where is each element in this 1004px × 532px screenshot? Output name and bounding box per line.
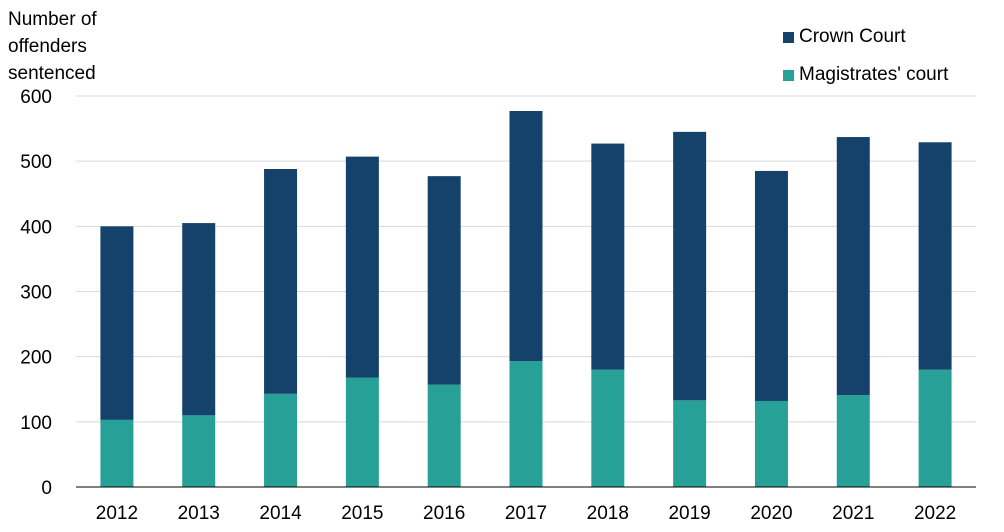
bar-crown-court-2022 xyxy=(918,142,952,370)
legend-swatch-crown-court xyxy=(783,31,794,43)
axes: 0 100 200 300 400 500 600 2012 2013 2014 2015 2016 2… xyxy=(20,87,976,524)
bar-crown-court-2019 xyxy=(673,131,707,401)
bar-crown-court-2017 xyxy=(509,110,543,362)
bar-magistrates-court-2020 xyxy=(754,400,788,487)
bars xyxy=(100,110,952,487)
x-tick-label-2017: 2017 xyxy=(505,503,547,524)
bar-crown-court-2015 xyxy=(345,156,379,378)
bar-crown-court-2020 xyxy=(754,170,788,401)
bar-magistrates-court-2015 xyxy=(345,377,379,487)
legend-label-crown-court: Crown Court xyxy=(799,26,906,47)
bar-crown-court-2012 xyxy=(100,226,134,420)
bar-crown-court-2016 xyxy=(427,176,461,385)
y-tick-label-500: 500 xyxy=(20,152,52,173)
legend-swatch-magistrates-court xyxy=(783,69,794,81)
bar-magistrates-court-2022 xyxy=(918,369,952,487)
bar-crown-court-2013 xyxy=(182,223,216,416)
x-tick-label-2016: 2016 xyxy=(423,503,465,524)
legend-item-crown-court: Crown Court xyxy=(783,18,948,56)
bar-magistrates-court-2014 xyxy=(264,393,298,487)
x-tick-label-2021: 2021 xyxy=(832,503,874,524)
y-axis-label-line-1: Number of xyxy=(8,9,97,30)
x-tick-label-2015: 2015 xyxy=(341,503,383,524)
y-tick-label-300: 300 xyxy=(20,283,52,304)
x-tick-label-2018: 2018 xyxy=(587,503,629,524)
legend-label-magistrates-court: Magistrates' court xyxy=(799,64,949,85)
bar-magistrates-court-2021 xyxy=(836,395,870,487)
x-tick-label-2019: 2019 xyxy=(668,503,710,524)
bar-magistrates-court-2016 xyxy=(427,384,461,487)
bar-crown-court-2014 xyxy=(264,168,298,394)
x-tick-label-2022: 2022 xyxy=(914,503,956,524)
y-axis-label-line-2: offenders xyxy=(8,36,87,57)
x-tick-label-2020: 2020 xyxy=(750,503,792,524)
legend: Crown Court Magistrates' court xyxy=(783,18,948,94)
bar-magistrates-court-2012 xyxy=(100,419,134,487)
y-tick-label-400: 400 xyxy=(20,217,52,238)
y-axis-label: Number of offenders sentenced xyxy=(8,6,128,87)
y-tick-label-200: 200 xyxy=(20,348,52,369)
legend-item-magistrates-court: Magistrates' court xyxy=(783,56,948,94)
bar-magistrates-court-2013 xyxy=(182,415,216,487)
y-tick-label-0: 0 xyxy=(41,478,52,499)
x-tick-label-2014: 2014 xyxy=(259,503,302,524)
y-tick-label-600: 600 xyxy=(20,87,52,108)
x-tick-label-2013: 2013 xyxy=(178,503,220,524)
bar-magistrates-court-2019 xyxy=(673,400,707,487)
y-axis-label-line-3: sentenced xyxy=(8,63,96,84)
y-tick-label-100: 100 xyxy=(20,413,52,434)
bar-crown-court-2021 xyxy=(836,137,870,396)
bar-crown-court-2018 xyxy=(591,143,625,370)
bar-magistrates-court-2017 xyxy=(509,361,543,487)
bar-magistrates-court-2018 xyxy=(591,369,625,487)
x-tick-label-2012: 2012 xyxy=(96,503,138,524)
